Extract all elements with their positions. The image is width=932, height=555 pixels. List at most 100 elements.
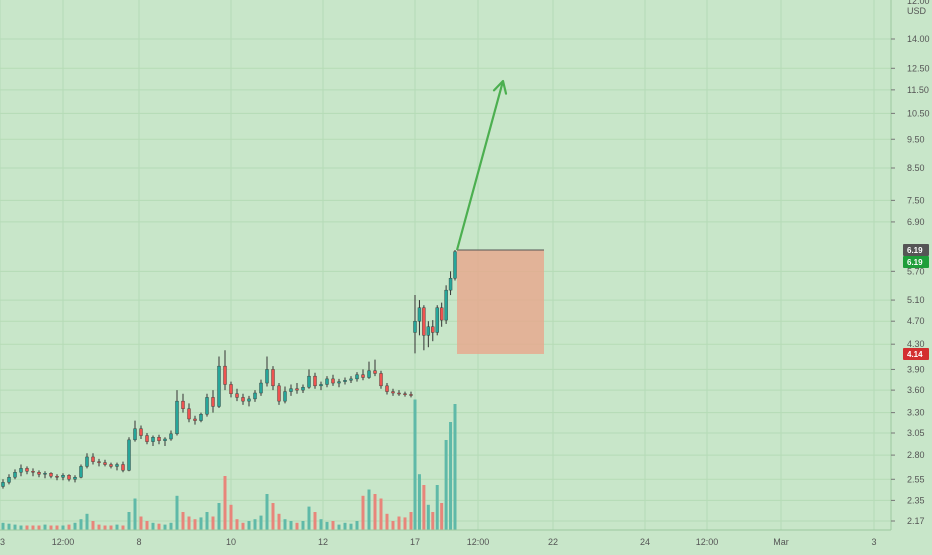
volume-bar [37,525,41,530]
price-tick-label: 9.50 [907,134,925,144]
candle-body [259,382,263,394]
price-tags: 6.19 6.19 4.14 [903,243,929,360]
volume-bar [13,524,17,530]
price-axis[interactable]: 2.17 2.35 2.55 2.80 3.05 3.30 3.60 3.90 4.30 4.70… [891,0,930,526]
candle-body [337,381,341,384]
candle-body [435,307,439,333]
candle-body [7,477,11,483]
candle-body [373,370,377,374]
trend-arrow-line [455,80,505,251]
candle-body [385,385,389,392]
candle-body [121,464,125,471]
volume-bar [259,515,263,530]
time-tick-label: 8 [136,537,141,547]
volume-bar [409,512,413,530]
candle-body [85,456,89,467]
volume-bar [319,519,323,530]
candle-body [211,397,215,407]
volume-bar [367,489,371,530]
price-tick-label: 3.90 [907,364,925,374]
volume-bar [241,522,245,530]
candle-body [91,456,95,462]
candle-body [61,475,65,478]
candle-body [431,326,435,333]
volume-bar [145,521,149,530]
volume-bar [391,521,395,530]
volume-bar [163,524,167,530]
time-tick-label: 12 [318,537,328,547]
volume-bar [307,506,311,530]
volume-bar [431,512,435,530]
volume-bar [25,525,29,530]
volume-bar [283,519,287,530]
candle-body [265,369,269,384]
volume-bar [355,521,359,530]
volume-bar [435,485,439,530]
volume-bar [79,519,83,530]
candle-body [253,392,257,400]
candle-body [343,380,347,382]
volume-bar [103,525,107,530]
volume-bar [193,519,197,530]
candle-body [19,468,23,473]
volume-bar [223,476,227,530]
volume-bar [271,503,275,530]
volume-bar [205,512,209,530]
candle-body [145,435,149,442]
volume-bar [253,519,257,530]
volume-bar [91,521,95,530]
time-axis[interactable]: 3 12:00 8 10 12 17 12:00 22 24 12:00 Mar 3 [0,537,877,547]
current-price-tag-bg [903,255,929,268]
candle-body [453,251,457,279]
candle-body [217,365,221,407]
time-tick-label: 24 [640,537,650,547]
candle-body [175,400,179,435]
price-tick-label: 2.80 [907,450,925,460]
volume-bar [349,523,353,530]
candle-body [277,385,281,402]
candle-body [283,391,287,402]
candle-body [403,393,407,395]
volume-bar [422,485,426,530]
time-tick-label: 12:00 [52,537,75,547]
price-tick-label: 5.10 [907,295,925,305]
candle-body [163,438,167,441]
volume-bar [385,513,389,530]
volume-bars [1,399,457,530]
volume-bar [139,516,143,530]
price-tick-label: 4.70 [907,316,925,326]
candle-body [97,461,101,463]
volume-bar [295,522,299,530]
volume-bar [97,524,101,530]
volume-bar [49,525,53,530]
candle-body [193,418,197,421]
volume-bar [247,521,251,530]
candle-body [55,476,59,478]
current-price-tag: 6.19 [903,255,929,268]
price-tick-label: 2.55 [907,474,925,484]
candle-body [181,400,185,409]
volume-bar [265,494,269,530]
volume-bar [1,522,5,530]
volume-bar [229,504,233,530]
candle-body [229,384,233,394]
price-tick-label: 7.50 [907,195,925,205]
candle-body [139,428,143,436]
volume-bar [331,521,335,530]
price-tick-label: 3.05 [907,428,925,438]
candle-body [413,320,417,333]
candle-body [199,413,203,421]
volume-bar [181,512,185,530]
price-tick-label: 6.90 [907,217,925,227]
candle-body [205,397,209,415]
target-box-layer [457,249,544,354]
volume-bar [199,517,203,530]
candle-body [13,472,17,478]
volume-bar [403,517,407,530]
price-tick-label: 14.00 [907,34,930,44]
stop-price-tag: 4.14 [903,347,929,360]
volume-bar [217,503,221,530]
candle-body [379,373,383,387]
